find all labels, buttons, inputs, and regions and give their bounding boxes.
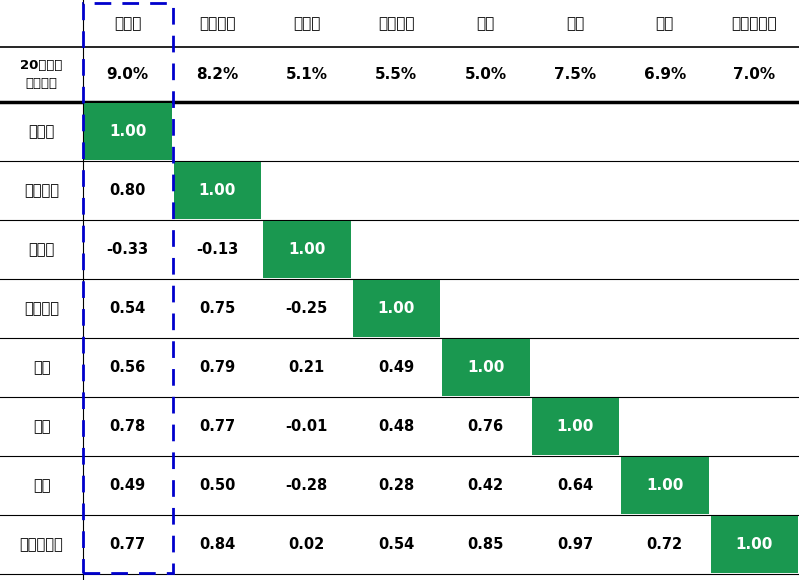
- Text: 0.56: 0.56: [109, 360, 146, 375]
- Text: 米国: 米国: [33, 419, 50, 434]
- Text: -0.33: -0.33: [107, 242, 149, 257]
- Text: 0.28: 0.28: [378, 478, 415, 493]
- Text: カナダ: カナダ: [29, 124, 54, 139]
- Text: 0.02: 0.02: [288, 537, 325, 552]
- Text: 5.5%: 5.5%: [376, 67, 417, 82]
- Text: 1.00: 1.00: [646, 478, 683, 493]
- Text: イタリア: イタリア: [24, 301, 59, 316]
- Text: 1.00: 1.00: [109, 124, 146, 139]
- Text: 8.2%: 8.2%: [196, 67, 238, 82]
- Text: 0.48: 0.48: [378, 419, 415, 434]
- Text: 0.49: 0.49: [109, 478, 145, 493]
- Text: 0.42: 0.42: [467, 478, 504, 493]
- Bar: [531, 398, 619, 455]
- Text: 0.72: 0.72: [646, 537, 683, 552]
- Bar: [173, 162, 261, 219]
- Text: 7.0%: 7.0%: [733, 67, 775, 82]
- Text: 0.97: 0.97: [557, 537, 594, 552]
- Text: 0.85: 0.85: [467, 537, 504, 552]
- Text: -0.28: -0.28: [285, 478, 328, 493]
- Text: グローバル: グローバル: [20, 537, 63, 552]
- Text: -0.13: -0.13: [196, 242, 238, 257]
- Text: 1.00: 1.00: [378, 301, 415, 316]
- Text: フランス: フランス: [24, 183, 59, 198]
- Text: 0.21: 0.21: [288, 360, 325, 375]
- Text: 0.75: 0.75: [199, 301, 236, 316]
- Text: 0.79: 0.79: [199, 360, 236, 375]
- Bar: [84, 103, 172, 160]
- Text: イタリア: イタリア: [378, 16, 415, 31]
- Text: 米国: 米国: [566, 16, 584, 31]
- Text: 5.0%: 5.0%: [465, 67, 507, 82]
- Bar: [83, 3, 173, 573]
- Text: 0.76: 0.76: [467, 419, 504, 434]
- Bar: [352, 280, 440, 337]
- Text: -0.25: -0.25: [285, 301, 328, 316]
- Text: 1.00: 1.00: [467, 360, 504, 375]
- Text: 0.80: 0.80: [109, 183, 146, 198]
- Text: ドイツ: ドイツ: [29, 242, 54, 257]
- Text: 英国: 英国: [33, 478, 50, 493]
- Text: カナダ: カナダ: [114, 16, 141, 31]
- Text: 0.77: 0.77: [199, 419, 236, 434]
- Text: 0.84: 0.84: [199, 537, 236, 552]
- Text: フランス: フランス: [199, 16, 236, 31]
- Text: 0.54: 0.54: [378, 537, 415, 552]
- Text: 1.00: 1.00: [557, 419, 594, 434]
- Bar: [621, 457, 709, 514]
- Text: 0.64: 0.64: [557, 478, 594, 493]
- Text: 1.00: 1.00: [736, 537, 773, 552]
- Bar: [442, 339, 530, 396]
- Text: ドイツ: ドイツ: [293, 16, 320, 31]
- Text: 0.78: 0.78: [109, 419, 146, 434]
- Text: 7.5%: 7.5%: [555, 67, 596, 82]
- Text: 1.00: 1.00: [288, 242, 325, 257]
- Text: 英国: 英国: [656, 16, 674, 31]
- Bar: [263, 221, 351, 278]
- Text: 9.0%: 9.0%: [107, 67, 149, 82]
- Text: 1.00: 1.00: [199, 183, 236, 198]
- Text: 0.50: 0.50: [199, 478, 236, 493]
- Text: 0.49: 0.49: [378, 360, 415, 375]
- Text: 0.77: 0.77: [109, 537, 145, 552]
- Text: 0.54: 0.54: [109, 301, 146, 316]
- Text: 5.1%: 5.1%: [286, 67, 328, 82]
- Text: -0.01: -0.01: [285, 419, 328, 434]
- Bar: [710, 516, 798, 573]
- Text: 日本: 日本: [477, 16, 495, 31]
- Text: グローバル: グローバル: [731, 16, 777, 31]
- Text: 6.9%: 6.9%: [644, 67, 686, 82]
- Text: 20年間の
リターン: 20年間の リターン: [20, 59, 62, 90]
- Text: 日本: 日本: [33, 360, 50, 375]
